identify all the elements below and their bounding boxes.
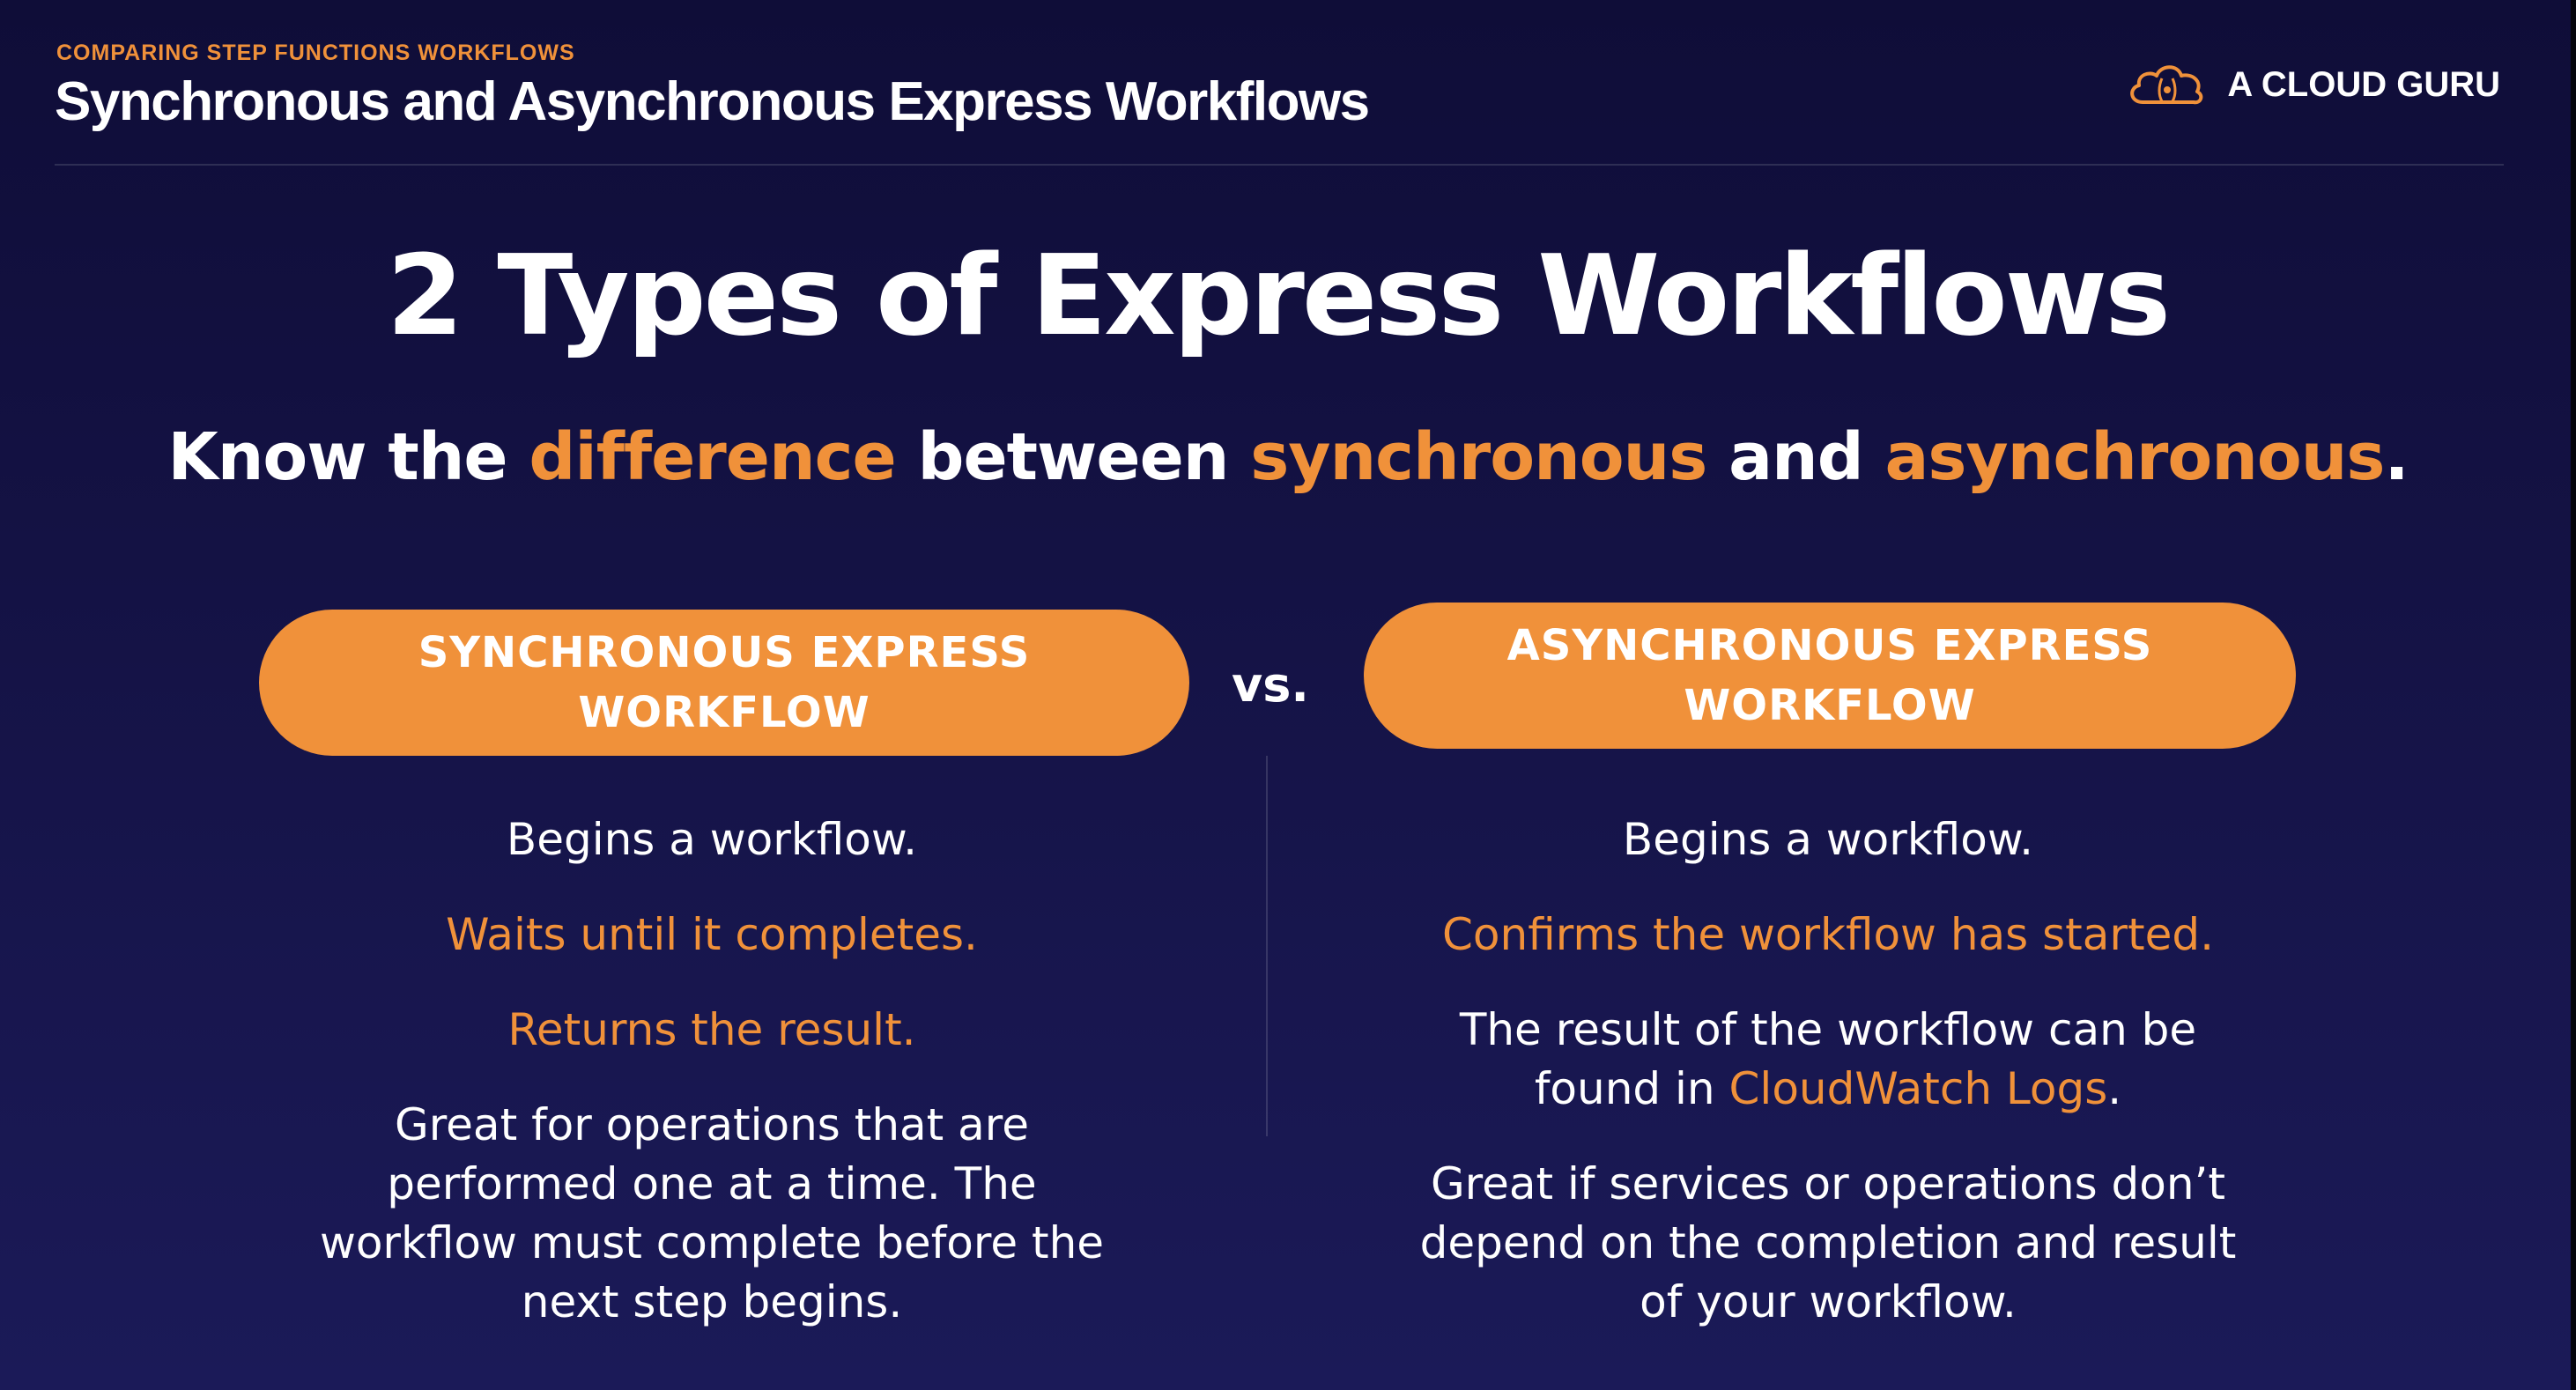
header-title: Synchronous and Asynchronous Express Wor… <box>55 71 1370 132</box>
synchronous-workflow-pill: SYNCHRONOUS EXPRESS WORKFLOW <box>259 610 1189 756</box>
sync-begins-text: Begins a workflow. <box>506 814 918 865</box>
main-title: 2 Types of Express Workflows <box>386 231 2171 360</box>
synchronous-column: Begins a workflow. Waits until it comple… <box>227 810 1196 1368</box>
subtitle: Know the difference between synchronous … <box>0 419 2576 495</box>
async-result-text: The result of the workflow can be found … <box>1344 1001 2313 1119</box>
async-confirms-text: Confirms the workflow has started. <box>1442 909 2214 960</box>
sync-waits-text: Waits until it completes. <box>446 909 978 960</box>
section-eyebrow: COMPARING STEP FUNCTIONS WORKFLOWS <box>56 41 575 65</box>
cloud-logo-icon <box>2130 65 2203 105</box>
header-divider <box>55 164 2504 166</box>
asynchronous-column: Begins a workflow. Confirms the workflow… <box>1344 810 2313 1368</box>
async-result-text-end: . <box>2107 1063 2122 1114</box>
subtitle-text: Know the <box>167 419 529 495</box>
asynchronous-pill-label: ASYNCHRONOUS EXPRESS WORKFLOW <box>1506 621 2153 730</box>
column-divider <box>1266 756 1268 1136</box>
async-begins-text: Begins a workflow. <box>1622 814 2034 865</box>
subtitle-text: between <box>895 419 1251 495</box>
cloudwatch-logs-highlight: CloudWatch Logs <box>1728 1063 2108 1114</box>
sync-description-text: Great for operations that are performed … <box>319 1099 1105 1327</box>
subtitle-text: and <box>1706 419 1885 495</box>
asynchronous-workflow-pill: ASYNCHRONOUS EXPRESS WORKFLOW <box>1364 603 2296 749</box>
synchronous-pill-label: SYNCHRONOUS EXPRESS WORKFLOW <box>418 628 1031 737</box>
subtitle-highlight-synchronous: synchronous <box>1250 419 1707 495</box>
subtitle-text: . <box>2384 419 2409 495</box>
right-edge <box>2571 0 2576 1390</box>
sync-returns-text: Returns the result. <box>507 1004 916 1055</box>
async-description-text: Great if services or operations don’t de… <box>1419 1158 2237 1327</box>
subtitle-highlight-asynchronous: asynchronous <box>1884 419 2385 495</box>
brand: A CLOUD GURU <box>2123 58 2500 111</box>
vs-label: vs. <box>1232 657 1309 713</box>
subtitle-highlight-difference: difference <box>529 419 896 495</box>
async-result-text-part: The result of the workflow can be found … <box>1459 1004 2197 1114</box>
brand-name: A CLOUD GURU <box>2227 64 2500 104</box>
